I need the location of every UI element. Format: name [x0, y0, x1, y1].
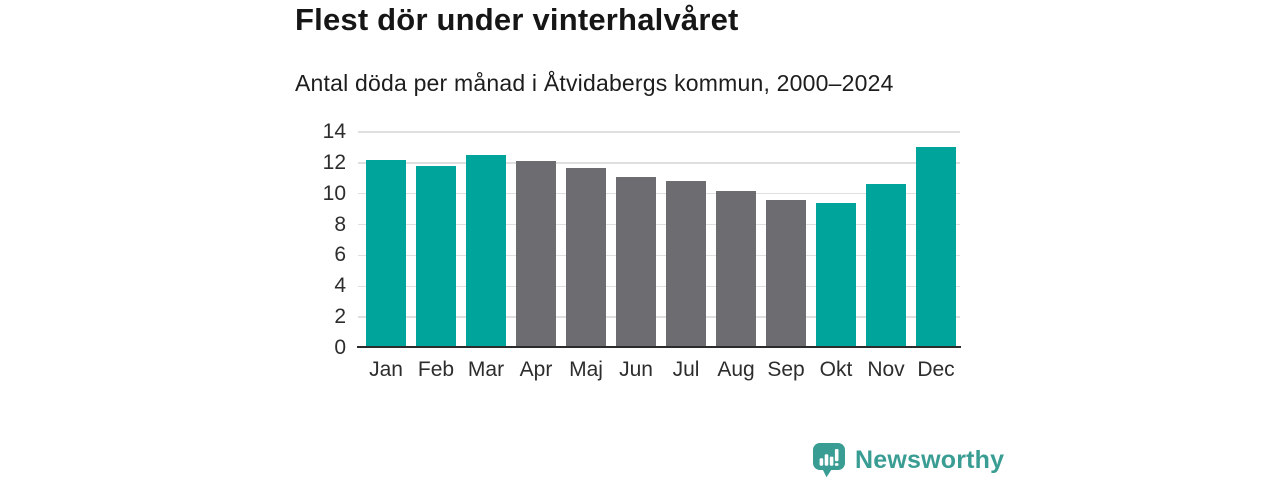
- bar-aug: [716, 190, 756, 348]
- x-axis-tick-label-maj: Maj: [569, 358, 603, 381]
- x-axis-tick-label-aug: Aug: [717, 358, 755, 381]
- y-axis-tick-label-0: 0: [334, 336, 346, 359]
- x-axis-tick-label-dec: Dec: [917, 358, 955, 381]
- bar-jul: [666, 181, 706, 348]
- gridline-y-2: [358, 316, 960, 318]
- chart-title: Flest dör under vinterhalvåret: [295, 2, 739, 37]
- bar-feb: [416, 165, 456, 348]
- plot-area: [358, 131, 960, 348]
- y-axis-tick-label-4: 4: [334, 274, 346, 298]
- y-axis-tick-label-8: 8: [334, 212, 346, 236]
- gridline-y-6: [358, 254, 960, 257]
- y-axis-tick-label-14: 14: [322, 120, 346, 143]
- x-axis-tick-label-apr: Apr: [519, 358, 553, 381]
- x-axis-tick-label-sep: Sep: [767, 358, 805, 381]
- x-axis-line: [357, 346, 961, 348]
- y-axis-tick-label-12: 12: [322, 150, 346, 174]
- bar-okt: [816, 202, 856, 348]
- bar-sep: [766, 199, 806, 348]
- y-axis-tick-label-10: 10: [322, 181, 346, 205]
- x-axis-tick-label-jun: Jun: [619, 358, 653, 381]
- gridline-y-14: [358, 131, 960, 133]
- gridline-y-10: [358, 192, 960, 195]
- newsworthy-logo-text: Newsworthy: [855, 445, 1005, 474]
- y-axis-tick-label-2: 2: [334, 305, 346, 329]
- gridline-y-4: [358, 285, 960, 288]
- x-axis-tick-label-mar: Mar: [467, 358, 505, 381]
- bar-nov: [866, 184, 906, 348]
- gridline-y-8: [358, 223, 960, 226]
- bar-jan: [366, 159, 406, 348]
- bar-dec: [916, 147, 956, 348]
- newsworthy-logo: Newsworthy: [812, 442, 1004, 478]
- bar-apr: [516, 161, 556, 348]
- bar-jun: [616, 176, 656, 348]
- y-axis-tick-label-6: 6: [334, 243, 346, 267]
- bar-maj: [566, 167, 606, 348]
- x-axis-tick-label-jan: Jan: [369, 358, 403, 381]
- x-axis-tick-label-okt: Okt: [819, 358, 853, 381]
- x-axis-tick-label-nov: Nov: [867, 358, 905, 381]
- newsworthy-bar-chart-bubble-icon: [813, 443, 845, 478]
- x-axis-tick-label-jul: Jul: [672, 358, 700, 381]
- x-axis-tick-label-feb: Feb: [417, 358, 455, 381]
- gridline-y-12: [358, 162, 960, 164]
- bar-mar: [466, 155, 506, 348]
- chart-subtitle: Antal döda per månad i Åtvidabergs kommu…: [295, 70, 894, 96]
